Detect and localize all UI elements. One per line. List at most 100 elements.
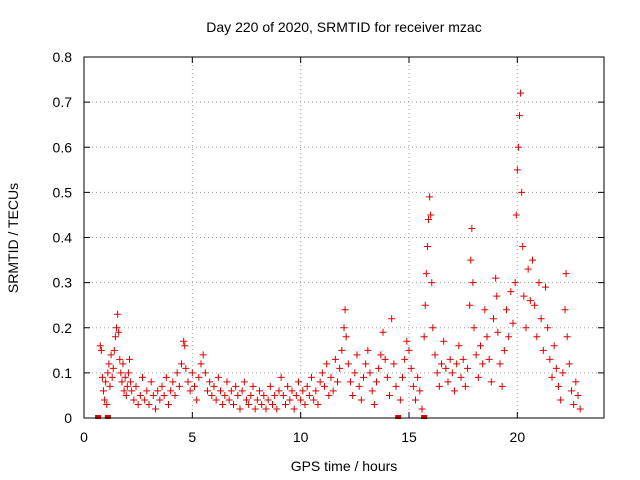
data-point <box>297 396 305 404</box>
data-point <box>136 391 144 399</box>
data-point <box>405 346 413 354</box>
data-point <box>303 382 311 390</box>
data-point <box>217 387 224 395</box>
data-point <box>509 319 517 327</box>
data-point <box>487 378 495 386</box>
data-point <box>323 360 331 368</box>
data-point <box>500 346 508 354</box>
data-point <box>110 346 118 354</box>
data-point <box>426 193 434 201</box>
data-point <box>364 346 372 354</box>
data-point <box>535 279 543 287</box>
y-tick-label: 0.6 <box>53 139 73 155</box>
data-point <box>483 333 491 341</box>
data-point <box>518 188 526 196</box>
data-point <box>258 400 266 408</box>
data-point <box>565 360 573 368</box>
data-point <box>470 324 478 332</box>
data-point <box>118 378 126 386</box>
data-point <box>117 369 125 377</box>
data-point <box>548 373 556 381</box>
data-point <box>418 405 426 413</box>
data-point <box>119 360 127 368</box>
data-point <box>227 387 235 395</box>
data-point <box>181 342 189 350</box>
zero-marker <box>104 415 111 419</box>
data-point <box>288 387 296 395</box>
data-point <box>442 364 450 372</box>
data-point <box>262 405 270 413</box>
data-point <box>392 382 400 390</box>
data-point <box>188 369 196 377</box>
data-point <box>427 211 435 219</box>
data-point <box>149 391 157 399</box>
data-point <box>403 337 411 345</box>
data-point <box>253 396 261 404</box>
data-point <box>145 400 153 408</box>
data-point <box>435 382 443 390</box>
data-point <box>273 405 281 413</box>
data-point <box>134 400 142 408</box>
data-point <box>130 396 138 404</box>
data-point <box>464 364 471 372</box>
data-point <box>256 387 263 395</box>
data-point <box>362 360 370 368</box>
data-point <box>492 274 500 282</box>
data-point <box>520 292 528 300</box>
data-point <box>396 396 404 404</box>
data-point <box>308 373 315 381</box>
data-point <box>102 378 110 386</box>
data-point <box>537 315 545 323</box>
data-point <box>485 355 493 363</box>
data-point <box>169 378 177 386</box>
data-point <box>340 324 348 332</box>
data-point <box>423 243 431 251</box>
data-point <box>338 346 346 354</box>
data-point <box>467 256 475 264</box>
data-point <box>132 382 140 390</box>
data-point <box>401 355 409 363</box>
data-point <box>264 396 272 404</box>
data-point <box>555 382 562 390</box>
data-point <box>156 396 164 404</box>
zero-marker <box>395 415 402 419</box>
data-point <box>128 387 136 395</box>
data-point <box>310 396 318 404</box>
data-point <box>496 360 504 368</box>
data-point <box>143 387 151 395</box>
data-point <box>158 382 166 390</box>
data-point <box>114 310 122 318</box>
data-point <box>503 306 510 314</box>
data-point <box>431 351 439 359</box>
data-point <box>314 400 322 408</box>
plot-frame <box>83 56 605 419</box>
data-point <box>160 391 168 399</box>
data-point <box>533 333 541 341</box>
data-point <box>457 373 465 381</box>
data-point <box>531 301 539 309</box>
data-point <box>559 369 567 377</box>
data-point <box>375 364 383 372</box>
data-point <box>109 364 117 372</box>
data-point <box>412 396 419 404</box>
data-point <box>234 391 242 399</box>
data-point <box>107 351 115 359</box>
data-point <box>221 391 229 399</box>
data-point <box>225 396 233 404</box>
data-point <box>277 373 285 381</box>
data-point <box>416 387 424 395</box>
data-point <box>103 400 111 408</box>
data-point <box>420 333 428 341</box>
y-tick-label: 0.3 <box>53 275 73 291</box>
data-point <box>193 396 201 404</box>
data-point <box>175 382 183 390</box>
data-point <box>370 400 378 408</box>
data-point <box>428 279 436 287</box>
data-point <box>101 396 109 404</box>
data-point <box>544 324 552 332</box>
data-point <box>104 369 112 377</box>
data-point <box>366 369 374 377</box>
data-point <box>97 346 105 354</box>
data-point <box>490 315 497 323</box>
data-point <box>438 360 445 368</box>
